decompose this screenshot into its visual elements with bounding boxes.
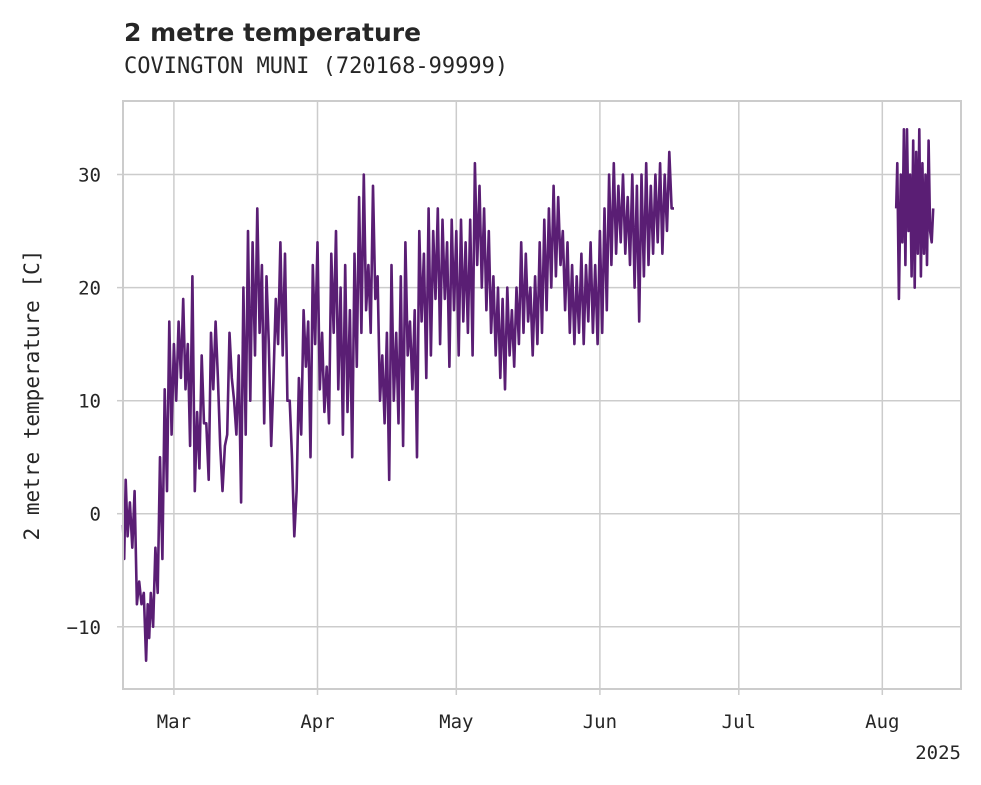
y-tick-label: 0 xyxy=(90,504,101,526)
plot-frame xyxy=(122,100,962,690)
y-tick-label: 30 xyxy=(78,165,101,187)
y-tick-label: 10 xyxy=(78,391,101,413)
x-tick-label: Mar xyxy=(157,711,191,733)
chart-subtitle: COVINGTON MUNI (720168-99999) xyxy=(124,54,508,79)
grid xyxy=(123,101,961,689)
y-tick-label: 20 xyxy=(78,278,101,300)
y-axis-label: 2 metre temperature [C] xyxy=(20,250,44,541)
chart-title: 2 metre temperature xyxy=(124,18,421,47)
x-axis-year-label: 2025 xyxy=(915,742,961,764)
x-tick-label: Jun xyxy=(583,711,617,733)
x-tick-label: Jul xyxy=(722,711,756,733)
x-tick-label: May xyxy=(439,711,473,733)
axis-ticks: −10 0 10 20 30 Mar Apr May Jun Jul Aug xyxy=(67,165,900,734)
x-tick-label: Apr xyxy=(300,711,334,733)
x-tick-label: Aug xyxy=(865,711,899,733)
temperature-series-line-2 xyxy=(894,128,935,301)
temperature-series-line-1 xyxy=(121,150,674,662)
series-group xyxy=(121,128,935,662)
y-tick-label: −10 xyxy=(67,617,101,639)
